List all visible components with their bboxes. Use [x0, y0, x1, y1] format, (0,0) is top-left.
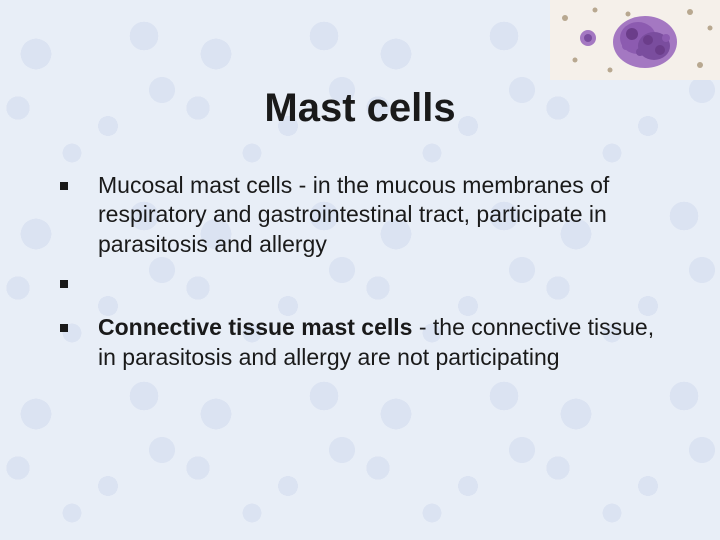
mast-cell-micrograph	[550, 0, 720, 80]
bullet-list: Mucosal mast cells - in the mucous membr…	[54, 171, 660, 372]
bullet-item: Mucosal mast cells - in the mucous membr…	[54, 171, 660, 259]
slide-body: Mucosal mast cells - in the mucous membr…	[0, 171, 720, 372]
bullet-item: Connective tissue mast cells - the conne…	[54, 313, 660, 372]
bullet-lead: Mucosal mast cells	[98, 172, 292, 198]
bullet-item-empty	[54, 269, 660, 303]
bullet-lead: Connective tissue mast cells	[98, 314, 412, 340]
